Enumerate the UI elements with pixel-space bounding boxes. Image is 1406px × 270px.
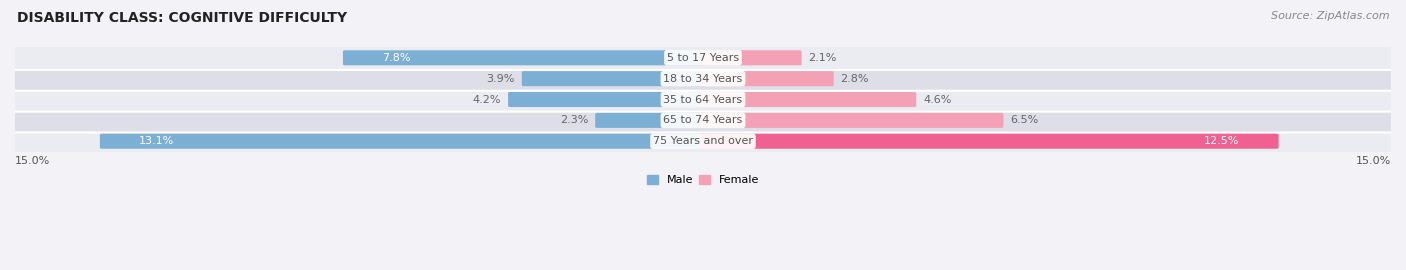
FancyBboxPatch shape bbox=[700, 50, 801, 65]
FancyBboxPatch shape bbox=[343, 50, 706, 65]
FancyBboxPatch shape bbox=[11, 67, 1395, 91]
Text: 4.2%: 4.2% bbox=[472, 94, 501, 104]
Text: 18 to 34 Years: 18 to 34 Years bbox=[664, 74, 742, 84]
Text: 12.5%: 12.5% bbox=[1205, 136, 1240, 146]
FancyBboxPatch shape bbox=[11, 108, 1395, 133]
FancyBboxPatch shape bbox=[508, 92, 706, 107]
Text: 13.1%: 13.1% bbox=[139, 136, 174, 146]
Text: 3.9%: 3.9% bbox=[486, 74, 515, 84]
Text: 35 to 64 Years: 35 to 64 Years bbox=[664, 94, 742, 104]
FancyBboxPatch shape bbox=[700, 134, 1278, 149]
FancyBboxPatch shape bbox=[11, 46, 1395, 70]
Text: 2.1%: 2.1% bbox=[808, 53, 837, 63]
FancyBboxPatch shape bbox=[700, 71, 834, 86]
Text: 75 Years and over: 75 Years and over bbox=[652, 136, 754, 146]
Text: 15.0%: 15.0% bbox=[15, 156, 51, 166]
FancyBboxPatch shape bbox=[100, 134, 706, 149]
Text: 2.8%: 2.8% bbox=[841, 74, 869, 84]
Text: 6.5%: 6.5% bbox=[1011, 115, 1039, 125]
FancyBboxPatch shape bbox=[522, 71, 706, 86]
Text: 7.8%: 7.8% bbox=[382, 53, 411, 63]
FancyBboxPatch shape bbox=[700, 113, 1004, 128]
Text: 2.3%: 2.3% bbox=[560, 115, 588, 125]
Text: 65 to 74 Years: 65 to 74 Years bbox=[664, 115, 742, 125]
Legend: Male, Female: Male, Female bbox=[643, 171, 763, 190]
Text: 5 to 17 Years: 5 to 17 Years bbox=[666, 53, 740, 63]
Text: DISABILITY CLASS: COGNITIVE DIFFICULTY: DISABILITY CLASS: COGNITIVE DIFFICULTY bbox=[17, 11, 347, 25]
Text: 4.6%: 4.6% bbox=[924, 94, 952, 104]
FancyBboxPatch shape bbox=[11, 129, 1395, 153]
FancyBboxPatch shape bbox=[595, 113, 706, 128]
FancyBboxPatch shape bbox=[11, 87, 1395, 112]
Text: 15.0%: 15.0% bbox=[1355, 156, 1391, 166]
Text: Source: ZipAtlas.com: Source: ZipAtlas.com bbox=[1271, 11, 1389, 21]
FancyBboxPatch shape bbox=[700, 92, 917, 107]
